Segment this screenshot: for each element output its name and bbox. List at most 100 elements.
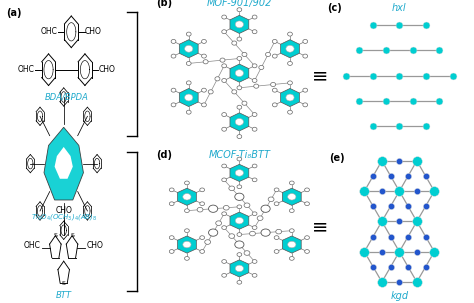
Circle shape	[242, 52, 247, 57]
Circle shape	[273, 103, 277, 107]
Circle shape	[237, 205, 242, 209]
Circle shape	[186, 32, 191, 36]
Circle shape	[305, 202, 310, 206]
Text: (d): (d)	[156, 150, 172, 160]
Circle shape	[169, 188, 174, 192]
Polygon shape	[44, 127, 83, 200]
Circle shape	[303, 88, 308, 92]
Circle shape	[273, 39, 277, 43]
Circle shape	[237, 37, 242, 41]
Circle shape	[288, 81, 292, 85]
Circle shape	[201, 54, 206, 58]
Circle shape	[252, 78, 257, 82]
Text: CHO: CHO	[85, 27, 102, 36]
Polygon shape	[281, 40, 300, 58]
Circle shape	[235, 193, 244, 200]
Circle shape	[252, 15, 257, 19]
Text: (c): (c)	[328, 3, 342, 13]
Text: S: S	[53, 233, 57, 238]
Polygon shape	[55, 147, 73, 179]
Circle shape	[305, 250, 310, 253]
Text: Ti$_8$O$_4$(OCH$_3$)$_4$(AB)$_8$: Ti$_8$O$_4$(OCH$_3$)$_4$(AB)$_8$	[30, 211, 97, 222]
Circle shape	[265, 52, 271, 57]
Circle shape	[184, 257, 189, 260]
Circle shape	[235, 218, 244, 224]
Circle shape	[271, 82, 275, 87]
Polygon shape	[178, 236, 196, 253]
Circle shape	[184, 209, 189, 212]
Circle shape	[201, 103, 206, 107]
Polygon shape	[179, 88, 198, 107]
Circle shape	[184, 94, 193, 101]
Text: CHO: CHO	[55, 206, 72, 215]
Circle shape	[252, 212, 257, 216]
Circle shape	[303, 103, 308, 107]
Circle shape	[232, 90, 237, 94]
Circle shape	[201, 39, 206, 43]
Circle shape	[276, 229, 282, 234]
Circle shape	[252, 164, 257, 168]
Circle shape	[222, 64, 227, 68]
Circle shape	[252, 64, 257, 68]
Circle shape	[237, 8, 242, 12]
Polygon shape	[283, 188, 301, 205]
Circle shape	[235, 118, 244, 125]
Circle shape	[237, 86, 242, 90]
Circle shape	[244, 251, 250, 255]
Circle shape	[252, 260, 257, 263]
Circle shape	[288, 241, 296, 248]
Circle shape	[259, 65, 264, 70]
Circle shape	[222, 78, 227, 82]
Text: MCOF-Ti₈BTT: MCOF-Ti₈BTT	[209, 150, 270, 160]
Circle shape	[237, 253, 242, 256]
Circle shape	[222, 113, 227, 117]
Circle shape	[252, 113, 257, 117]
Circle shape	[197, 207, 203, 212]
Circle shape	[274, 202, 279, 206]
Circle shape	[286, 94, 294, 101]
Circle shape	[288, 110, 292, 114]
Text: MOF-901/902: MOF-901/902	[207, 0, 272, 8]
Text: kgd: kgd	[390, 291, 409, 301]
Circle shape	[252, 178, 257, 182]
Circle shape	[229, 234, 235, 238]
Circle shape	[237, 242, 242, 247]
Circle shape	[305, 188, 310, 192]
Circle shape	[203, 60, 208, 64]
Circle shape	[223, 205, 229, 210]
Circle shape	[210, 206, 216, 211]
Polygon shape	[230, 212, 249, 229]
Polygon shape	[178, 188, 196, 205]
Polygon shape	[230, 64, 249, 82]
Text: (a): (a)	[6, 8, 22, 18]
Circle shape	[229, 186, 235, 191]
Circle shape	[216, 221, 221, 225]
Circle shape	[268, 197, 274, 201]
Polygon shape	[179, 40, 198, 58]
Circle shape	[200, 236, 205, 239]
Circle shape	[252, 30, 257, 34]
Circle shape	[200, 188, 205, 192]
Circle shape	[184, 45, 193, 52]
Circle shape	[261, 205, 270, 212]
Circle shape	[237, 105, 242, 109]
Circle shape	[208, 90, 213, 94]
Circle shape	[209, 205, 218, 212]
Circle shape	[169, 236, 174, 239]
Circle shape	[222, 260, 227, 263]
Circle shape	[222, 15, 227, 19]
Circle shape	[235, 170, 244, 176]
Circle shape	[257, 216, 263, 221]
Circle shape	[222, 178, 227, 182]
Text: BTT: BTT	[56, 291, 72, 300]
Circle shape	[237, 280, 242, 284]
Circle shape	[290, 257, 294, 260]
Circle shape	[171, 54, 176, 58]
Text: hxl: hxl	[392, 3, 407, 13]
Polygon shape	[281, 88, 300, 107]
Text: BDA/BPDA: BDA/BPDA	[45, 92, 89, 102]
Circle shape	[252, 127, 257, 131]
Circle shape	[237, 195, 242, 199]
Circle shape	[273, 88, 277, 92]
Circle shape	[232, 41, 237, 45]
